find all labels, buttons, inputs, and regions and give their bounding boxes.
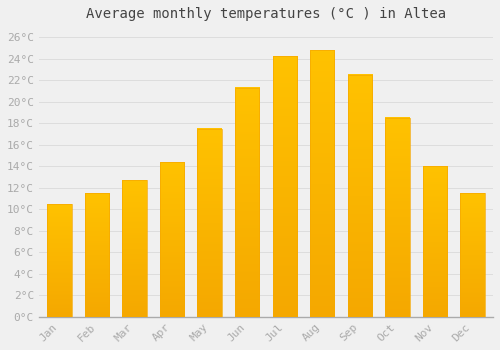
Bar xyxy=(272,56,297,317)
Bar xyxy=(385,118,409,317)
Bar xyxy=(160,162,184,317)
Bar xyxy=(48,204,72,317)
Bar xyxy=(460,193,484,317)
Bar xyxy=(422,166,447,317)
Bar xyxy=(85,193,109,317)
Bar xyxy=(122,180,146,317)
Bar xyxy=(235,88,260,317)
Bar xyxy=(348,75,372,317)
Bar xyxy=(198,128,222,317)
Title: Average monthly temperatures (°C ) in Altea: Average monthly temperatures (°C ) in Al… xyxy=(86,7,446,21)
Bar xyxy=(310,50,334,317)
